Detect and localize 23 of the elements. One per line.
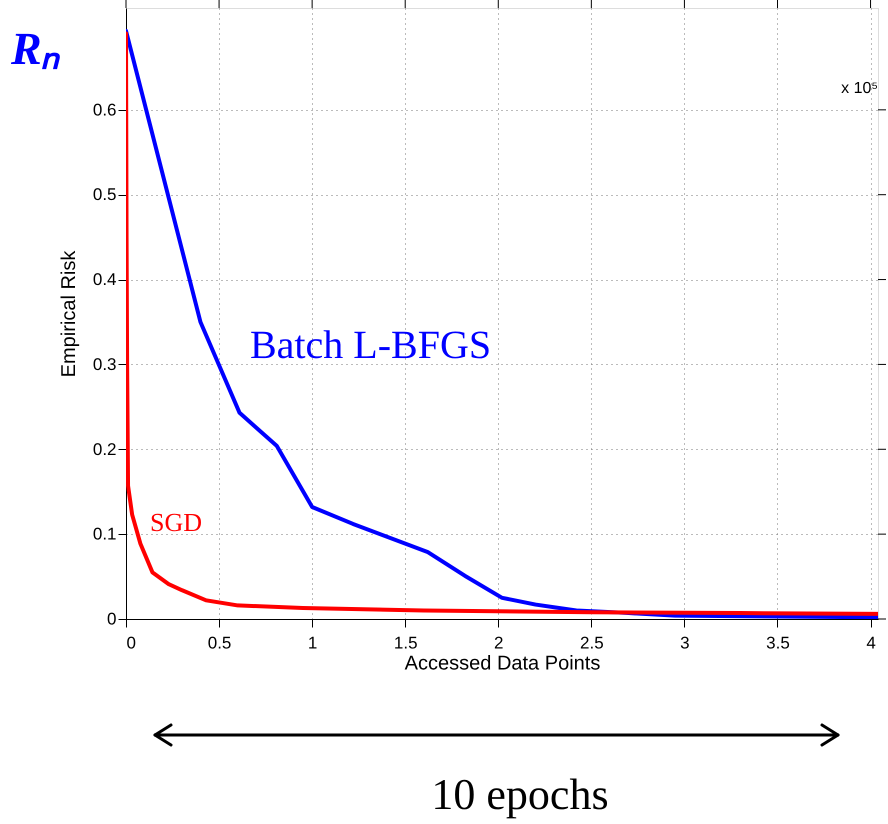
annotation: x 10⁵: [841, 80, 878, 97]
x-axis-title: Accessed Data Points: [404, 652, 600, 674]
y-tick-label: 0.5: [92, 185, 116, 204]
x-tick-label: 3.5: [766, 634, 790, 652]
text: 10 epochs: [431, 770, 609, 819]
x-tick-label: 1.5: [394, 634, 418, 652]
y-tick-label: 0.4: [92, 270, 116, 290]
y-tick-label: 0.6: [92, 100, 116, 120]
x-tick-label: 2.5: [580, 634, 604, 652]
x-tick-label: 4: [866, 634, 876, 652]
x-tick-label: 2: [494, 634, 504, 652]
y-tick-label: 0.3: [92, 354, 116, 374]
text: Rₙ: [10, 23, 61, 74]
series-label: SGD: [150, 508, 202, 537]
y-tick-label: 0.2: [92, 440, 116, 459]
x-tick-label: 1: [308, 634, 318, 652]
y-axis-title: Empirical Risk: [58, 250, 80, 378]
x-tick-label: 3: [680, 634, 690, 652]
x-tick-label: 0.5: [208, 634, 232, 652]
y-tick-label: 0: [107, 610, 116, 628]
x-tick-label: 0: [126, 634, 136, 652]
series-label: Batch L-BFGS: [250, 322, 492, 367]
y-tick-label: 0.1: [92, 524, 116, 544]
